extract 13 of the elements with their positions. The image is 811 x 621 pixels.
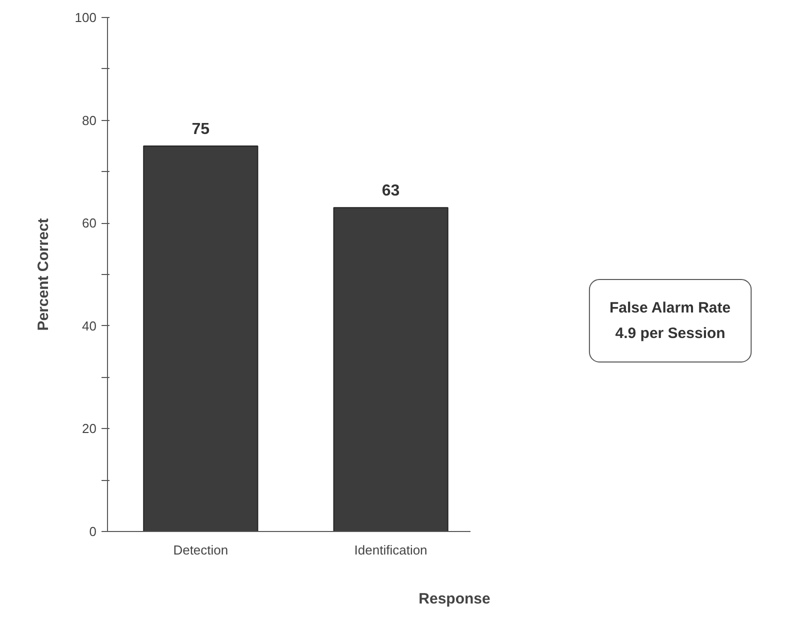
data-label: 75 [192, 121, 210, 138]
y-tick-label: 40 [82, 318, 97, 334]
y-tick-label: 0 [89, 524, 97, 539]
data-label: 63 [382, 182, 400, 200]
y-tick-label: 60 [82, 216, 97, 231]
y-axis-title: Percent Correct [34, 218, 52, 331]
x-axis-title: Response [418, 590, 490, 608]
y-tick-label: 20 [82, 421, 97, 436]
x-tick-label: Detection [173, 542, 228, 558]
x-tick-label: Identification [354, 542, 428, 558]
y-tick-label: 80 [82, 112, 97, 128]
text: False Alarm Rate 4.9 per Session [609, 300, 731, 342]
y-tick-label: 100 [74, 10, 97, 25]
